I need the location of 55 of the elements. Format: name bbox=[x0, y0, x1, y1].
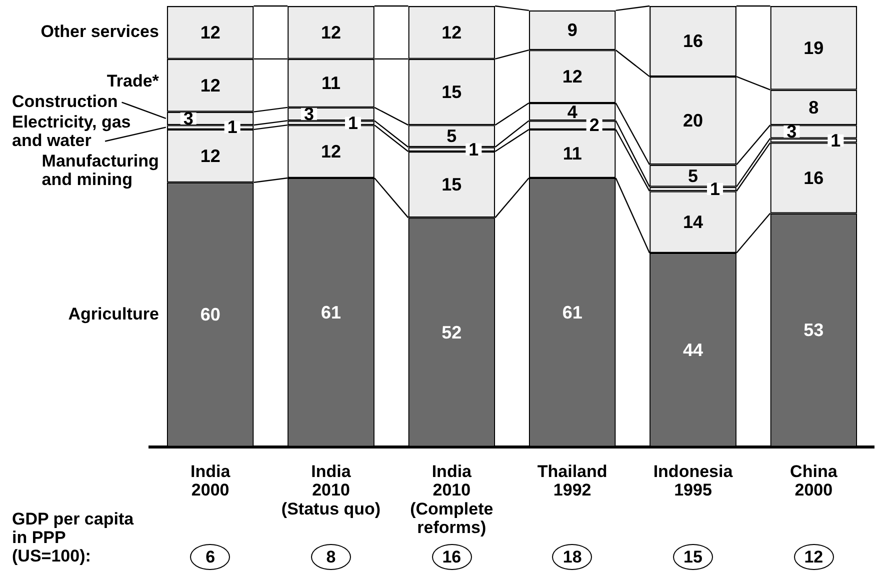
data-label: 12 bbox=[200, 22, 220, 42]
text: 12 bbox=[804, 548, 824, 567]
data-label: 15 bbox=[442, 82, 462, 102]
data-label: 1 bbox=[830, 130, 841, 150]
data-label: 1 bbox=[348, 112, 358, 133]
data-label: 3 bbox=[304, 104, 314, 124]
data-label: 12 bbox=[442, 22, 462, 42]
data-label: 44 bbox=[682, 340, 704, 360]
data-label: 16 bbox=[804, 168, 824, 188]
data-label: 14 bbox=[682, 212, 704, 232]
data-label: 3 bbox=[786, 122, 797, 142]
series-label: Trade* bbox=[106, 71, 160, 90]
data-label: 20 bbox=[682, 110, 704, 131]
data-label: 1 bbox=[227, 117, 238, 138]
data-label: 53 bbox=[804, 320, 824, 340]
x-tick-label: Thailand 1992 bbox=[537, 462, 608, 500]
data-label: 8 bbox=[808, 97, 819, 118]
text: 15 bbox=[684, 548, 702, 567]
data-label: 5 bbox=[688, 166, 698, 186]
data-label: 12 bbox=[320, 22, 342, 42]
text: 18 bbox=[562, 548, 582, 567]
data-label: 52 bbox=[442, 322, 462, 342]
data-label: 12 bbox=[200, 146, 220, 166]
text: 6 bbox=[206, 548, 216, 567]
data-label: 12 bbox=[200, 75, 220, 96]
data-label: 61 bbox=[320, 302, 342, 322]
x-tick-label: India 2000 bbox=[190, 462, 231, 500]
text: GDP per capita in PPP (US=100): bbox=[12, 510, 134, 566]
text: Construction bbox=[12, 92, 118, 111]
x-tick-label: Indonesia 1995 bbox=[653, 462, 734, 500]
series-label: Other services bbox=[40, 22, 159, 42]
data-label: 2 bbox=[589, 115, 600, 136]
text: 8 bbox=[326, 548, 336, 567]
x-tick-label: India 2010 (Status quo) bbox=[281, 462, 381, 518]
data-label: 1 bbox=[710, 178, 720, 199]
data-label: 61 bbox=[562, 302, 582, 322]
x-tick-label: China 2000 bbox=[790, 462, 838, 500]
series-label: Agriculture bbox=[68, 304, 159, 324]
data-label: 3 bbox=[183, 108, 194, 128]
data-label: 16 bbox=[682, 31, 704, 52]
text: 16 bbox=[442, 548, 462, 567]
data-label: 15 bbox=[442, 174, 462, 195]
data-label: 9 bbox=[567, 20, 578, 40]
data-label: 5 bbox=[446, 126, 457, 146]
data-label: 60 bbox=[200, 304, 220, 325]
data-label: 19 bbox=[804, 38, 824, 58]
data-label: 1 bbox=[468, 139, 479, 160]
data-label: 4 bbox=[567, 102, 578, 122]
data-label: 12 bbox=[562, 66, 582, 87]
x-tick-label: India 2010 (Complete reforms) bbox=[410, 462, 494, 538]
data-label: 11 bbox=[562, 144, 582, 164]
data-label: 11 bbox=[321, 73, 341, 94]
data-label: 12 bbox=[320, 142, 342, 162]
text: Electricity, gas and water bbox=[12, 112, 131, 150]
series-label: Manufacturing and mining bbox=[42, 151, 159, 189]
